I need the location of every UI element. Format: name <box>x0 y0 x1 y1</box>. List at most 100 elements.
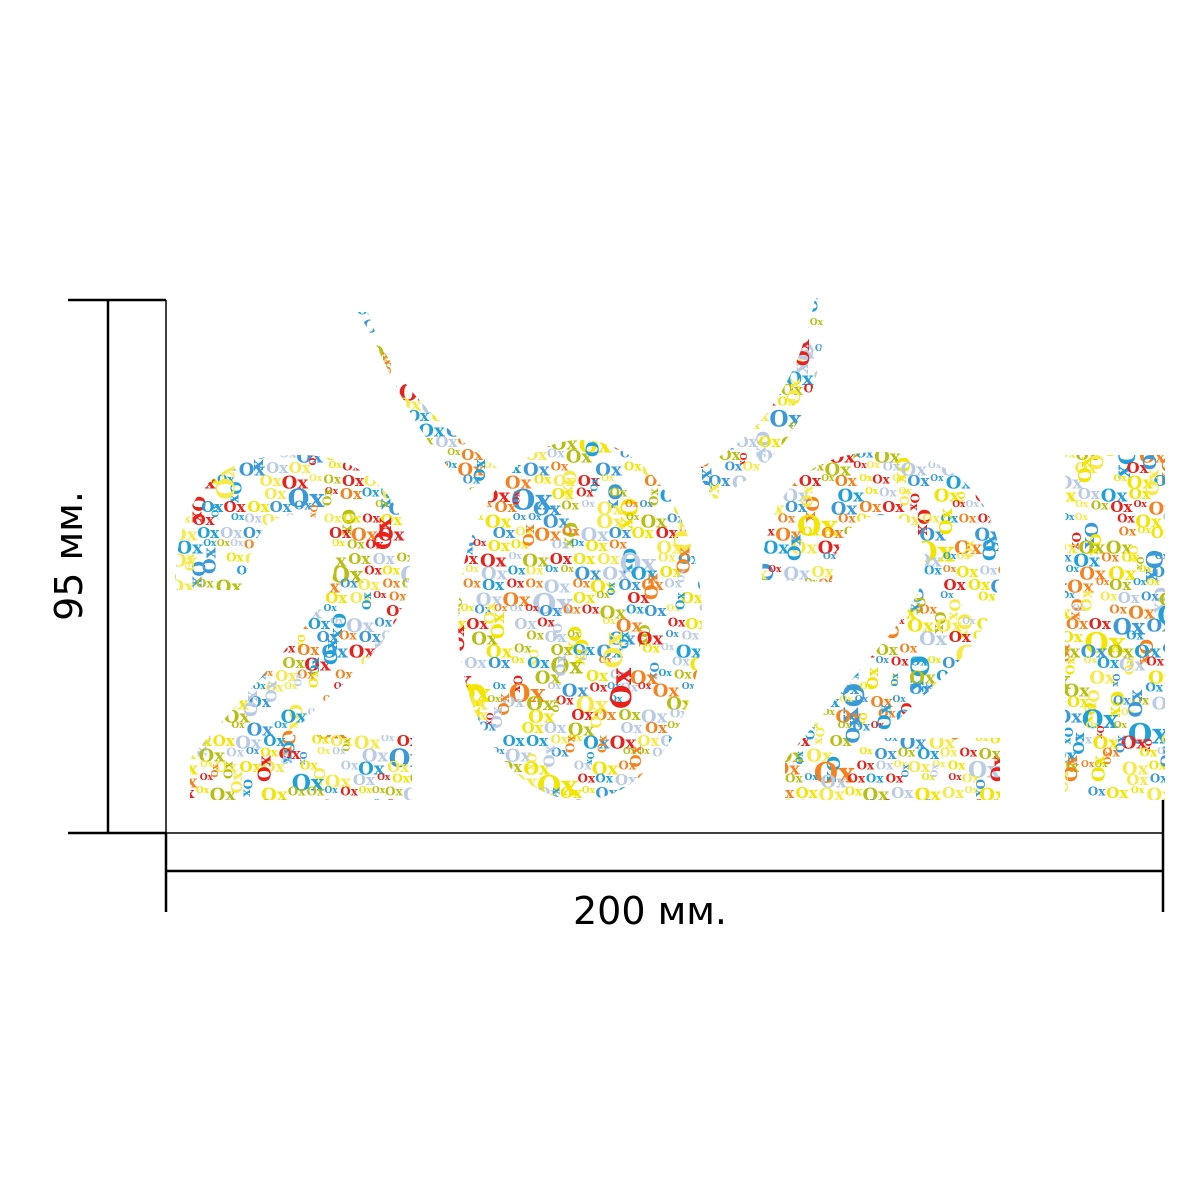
ox-tile: Ox <box>278 798 296 812</box>
ox-tile: Ox <box>1135 511 1162 532</box>
ox-tile: Ox <box>764 305 778 315</box>
ox-tile: Ox <box>998 545 1012 563</box>
ox-tile: Ox <box>1155 394 1182 415</box>
ox-tile: Ox <box>801 496 822 523</box>
ox-tile: Ox <box>1146 355 1169 373</box>
ox-tile: Ox <box>605 332 619 350</box>
ox-tile: Ox <box>775 329 802 350</box>
ox-tile: Ox <box>405 525 423 539</box>
ox-tile: Ox <box>1121 343 1139 357</box>
ox-tile: Ox <box>231 721 245 731</box>
ox-tile: Ox <box>432 512 450 526</box>
ox-tile: Ox <box>444 461 458 471</box>
ox-tile: Ox <box>932 304 950 318</box>
ox-tile: Ox <box>1097 407 1120 425</box>
ox-tile: Ox <box>353 381 380 402</box>
ox-tile: Ox <box>719 383 733 393</box>
ox-tile: Ox <box>605 668 638 709</box>
ox-tile: Ox <box>990 798 1008 812</box>
ox-tile: Ox <box>848 420 875 441</box>
ox-tile: Ox <box>337 509 358 536</box>
ox-tile: Ox <box>1117 512 1135 526</box>
ox-tile: Ox <box>1008 798 1026 812</box>
ox-tile: Ox <box>999 616 1017 630</box>
ox-tile: Ox <box>1087 443 1108 470</box>
ox-tile: Ox <box>891 655 909 669</box>
ox-tile: Ox <box>231 513 245 523</box>
ox-tile: Ox <box>846 539 860 549</box>
ox-tile: Ox <box>463 355 486 373</box>
ox-tile: Ox <box>998 368 1021 386</box>
ox-tile: Ox <box>224 418 265 451</box>
ox-tile: Ox <box>446 420 473 441</box>
ox-tile: Ox <box>1085 422 1099 432</box>
ox-tile: Ox <box>936 508 957 535</box>
ox-tile: Ox <box>591 316 614 334</box>
ox-tile: Ox <box>523 459 550 480</box>
width-label: 200 мм. <box>573 889 727 933</box>
ox-tile: Ox <box>552 699 562 713</box>
ox-tile: Ox <box>853 394 876 412</box>
ox-tile: Ox <box>843 715 865 744</box>
ox-tile: Ox <box>372 786 386 796</box>
ox-tile: Ox <box>749 353 770 380</box>
ox-tile: Ox <box>604 394 631 415</box>
ox-tile: Ox <box>803 289 821 312</box>
ox-tile: Ox <box>784 534 805 561</box>
ox-tile: Ox <box>1096 578 1110 588</box>
ox-tile: Ox <box>690 461 704 471</box>
ox-tile: Ox <box>607 304 625 318</box>
ox-tile: Ox <box>838 485 865 506</box>
ox-tile: Ox <box>1100 590 1118 604</box>
ox-tile: Ox <box>528 513 542 523</box>
ox-tile: Ox <box>974 407 997 425</box>
ox-tile: Ox <box>686 420 709 438</box>
ox-tile: Ox <box>736 433 759 451</box>
ox-tile: Ox <box>302 357 316 367</box>
ox-tile: Ox <box>489 374 499 388</box>
ox-tile: Ox <box>973 694 991 708</box>
ox-tile: Ox <box>813 378 834 405</box>
ox-tile: Ox <box>1053 695 1067 705</box>
ox-tile: Ox <box>330 617 344 627</box>
ox-tile: Ox <box>861 537 884 555</box>
ox-tile: Ox <box>1002 401 1012 415</box>
ox-tile: Ox <box>195 381 228 407</box>
ox-tile: Ox <box>281 751 291 765</box>
ox-tile: Ox <box>582 603 600 617</box>
ox-tile: Ox <box>452 512 470 526</box>
ox-tile: Ox <box>667 721 681 731</box>
ox-tile: Ox <box>752 431 773 458</box>
ox-tile: Ox <box>288 484 326 513</box>
ox-tile: Ox <box>321 638 342 665</box>
ox-tile: Ox <box>395 342 422 363</box>
ox-tile: Ox <box>1026 798 1044 812</box>
ox-tile: Ox <box>591 478 601 492</box>
ox-tile: Ox <box>552 538 570 552</box>
ox-tile: Ox <box>632 408 650 422</box>
ox-tile: Ox <box>613 317 631 331</box>
ox-tile: Ox <box>235 448 249 458</box>
ox-tile: Ox <box>903 356 921 370</box>
ox-tile: Ox <box>970 446 993 464</box>
ox-tile: Ox <box>1064 657 1078 675</box>
ox-tile: Ox <box>666 630 680 640</box>
ox-tile: Ox <box>739 293 753 311</box>
ox-tile: Ox <box>744 331 758 341</box>
ox-tile: Ox <box>248 316 271 334</box>
ox-tile: Ox <box>286 513 300 523</box>
ox-tile: Ox <box>759 381 782 399</box>
ox-tile: Ox <box>424 536 442 559</box>
ox-tile: Ox <box>803 722 817 740</box>
ox-tile: Ox <box>226 551 244 565</box>
ox-tile: Ox <box>797 509 838 542</box>
ox-tile: Ox <box>1029 318 1043 328</box>
ox-tile: Ox <box>674 592 688 610</box>
ox-tile: Ox <box>560 368 583 386</box>
ox-tile: Ox <box>585 330 603 344</box>
ox-tile: Ox <box>188 496 209 523</box>
ox-tile: Ox <box>803 407 830 428</box>
ox-tile: Ox <box>436 721 450 731</box>
ox-tile: Ox <box>776 695 790 705</box>
ox-tile: Ox <box>661 643 675 653</box>
